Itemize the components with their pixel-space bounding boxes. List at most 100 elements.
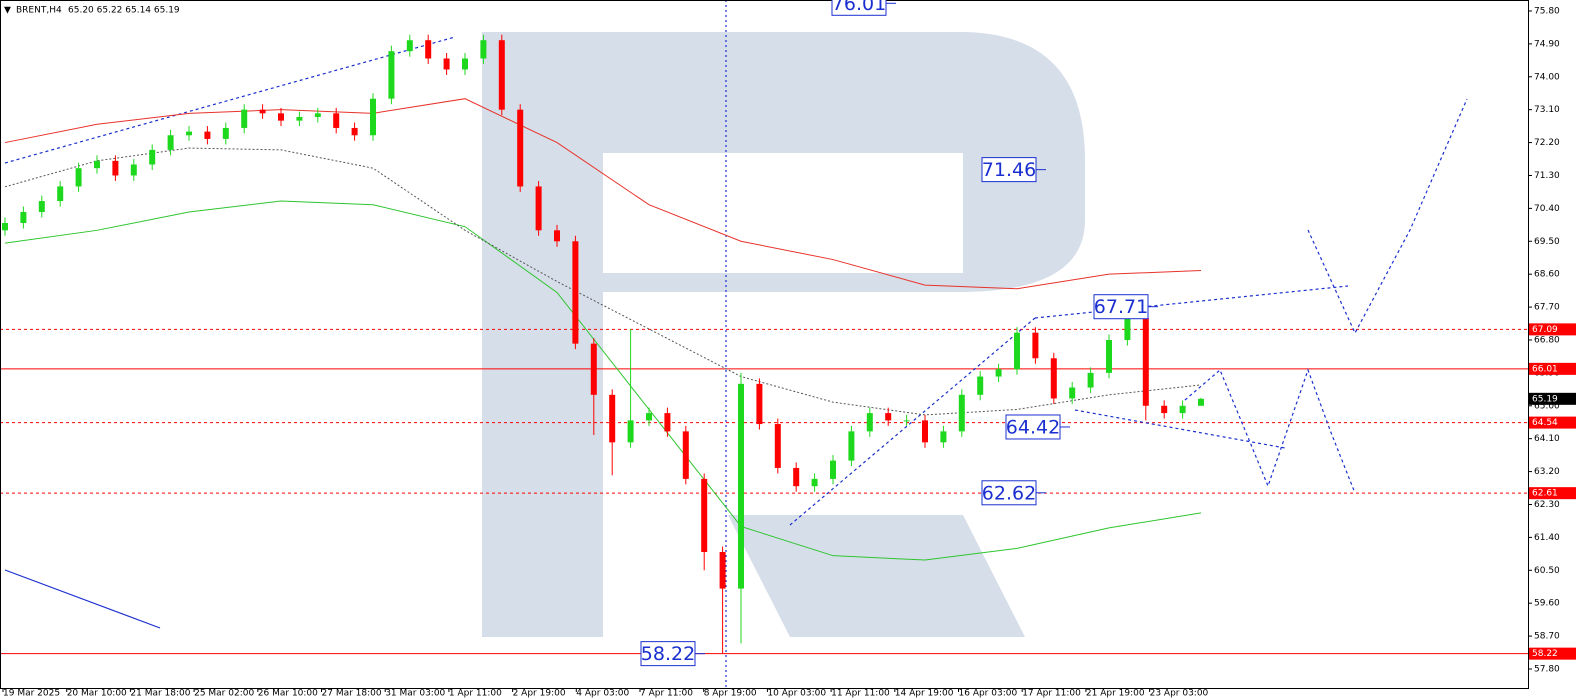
y-tick-label: 71.30 — [1534, 171, 1560, 181]
candle-body — [1198, 398, 1204, 406]
candle-body — [1069, 387, 1076, 399]
price-tag-label: 66.01 — [1532, 364, 1558, 374]
price-tag — [1529, 392, 1576, 405]
x-tick-label: 27 Mar 18:00 — [322, 689, 382, 698]
x-tick-label: 16 Apr 03:00 — [959, 689, 1018, 698]
candle-body — [1050, 358, 1057, 399]
candle-body — [1014, 332, 1020, 370]
y-tick-label: 62.30 — [1534, 500, 1560, 510]
x-tick-label: 14 Apr 19:00 — [895, 689, 954, 698]
candle-body — [866, 413, 873, 432]
candle-body — [793, 467, 800, 487]
candle-body — [627, 420, 634, 443]
candle-body — [719, 552, 726, 589]
candle-body — [296, 116, 303, 121]
trend-line — [1034, 285, 1349, 319]
y-tick-label: 59.60 — [1534, 599, 1560, 609]
candle-body — [701, 478, 708, 553]
annotation-label: 67.71 — [1094, 296, 1148, 318]
price-tag — [1529, 647, 1576, 660]
candle-body — [20, 212, 27, 223]
candle-body — [1179, 405, 1186, 414]
moving-average — [4, 200, 1202, 561]
x-tick-label: 10 Apr 03:00 — [767, 689, 826, 698]
x-tick-label: 2 Apr 19:00 — [513, 689, 566, 698]
plot-frame — [0, 0, 1529, 689]
y-tick-label: 73.10 — [1534, 105, 1560, 115]
candle-body — [314, 113, 321, 117]
candle-body — [406, 40, 413, 52]
y-tick-label: 68.60 — [1534, 270, 1560, 280]
candle-body — [94, 160, 100, 169]
candle-body — [480, 40, 487, 59]
annotation-label: 58.22 — [641, 643, 695, 665]
candle-body — [958, 394, 965, 432]
annotation-box — [831, 0, 887, 16]
candle-body — [333, 113, 340, 128]
candle-body — [425, 40, 432, 59]
y-tick-label: 57.80 — [1534, 664, 1560, 674]
candle-body — [572, 241, 579, 344]
quote: 65.20 65.22 65.14 65.19 — [68, 6, 180, 16]
trend-line — [4, 569, 161, 629]
price-tag — [1529, 487, 1576, 500]
y-tick-label: 74.90 — [1534, 39, 1560, 49]
y-tick-label: 63.20 — [1534, 467, 1560, 477]
annotation-box — [981, 157, 1037, 183]
candle-body — [1142, 318, 1149, 406]
annotation-box — [1005, 414, 1061, 440]
candle-body — [57, 186, 64, 202]
annotation-label: 71.46 — [982, 159, 1036, 181]
chart-title: BRENT,H4 — [16, 6, 62, 16]
candle-body — [1161, 405, 1168, 414]
candle-body — [1032, 332, 1039, 359]
candle-body — [995, 369, 1002, 377]
x-tick-label: 8 Apr 19:00 — [704, 689, 757, 698]
candle-body — [682, 431, 689, 479]
annotation-label: 62.62 — [982, 482, 1036, 504]
price-tag-label: 67.09 — [1532, 325, 1558, 335]
y-tick-label: 74.00 — [1534, 72, 1560, 82]
candle-body — [259, 109, 266, 114]
candle-body — [278, 113, 284, 121]
candle-body — [848, 431, 855, 461]
y-tick-label: 60.50 — [1534, 566, 1560, 576]
x-tick-label: 17 Apr 11:00 — [1022, 689, 1081, 698]
y-tick-label: 67.70 — [1534, 303, 1560, 313]
candle-body — [130, 164, 137, 176]
candle-body — [351, 127, 358, 136]
x-tick-label: 19 Mar 2025 — [3, 689, 60, 698]
candle-body — [149, 149, 156, 165]
annotation-box — [1093, 294, 1149, 320]
x-tick-label: 4 Apr 03:00 — [576, 689, 629, 698]
y-tick-label: 64.10 — [1534, 434, 1560, 444]
candle-body — [977, 376, 984, 395]
candle-body — [774, 424, 781, 468]
y-tick-label: 65.00 — [1534, 401, 1560, 411]
candle-body — [2, 222, 8, 231]
y-tick-label: 61.40 — [1534, 533, 1560, 543]
candle-body — [940, 431, 947, 443]
price-tag — [1529, 416, 1576, 429]
price-tag — [1529, 362, 1576, 375]
candle-body — [554, 230, 560, 242]
symbol-menu[interactable]: ▼ — [4, 6, 11, 16]
annotation-label: 76.01 — [832, 0, 886, 15]
forecast-path — [1307, 98, 1468, 335]
y-tick-label: 66.80 — [1534, 335, 1560, 345]
candle-body — [1106, 339, 1112, 373]
candle-body — [38, 201, 45, 213]
annotation-label: 64.42 — [1006, 416, 1060, 438]
y-tick-label: 72.20 — [1534, 138, 1560, 148]
candle-body — [462, 58, 468, 70]
x-tick-label: 7 Apr 11:00 — [640, 689, 693, 698]
candle-body — [1087, 372, 1094, 388]
candle-body — [922, 420, 928, 443]
y-tick-label: 70.40 — [1534, 204, 1560, 214]
candle-body — [535, 186, 542, 231]
price-tag-label: 58.22 — [1532, 649, 1558, 659]
moving-average — [4, 98, 1202, 290]
drawings — [4, 0, 1468, 688]
candle-body — [186, 131, 192, 136]
